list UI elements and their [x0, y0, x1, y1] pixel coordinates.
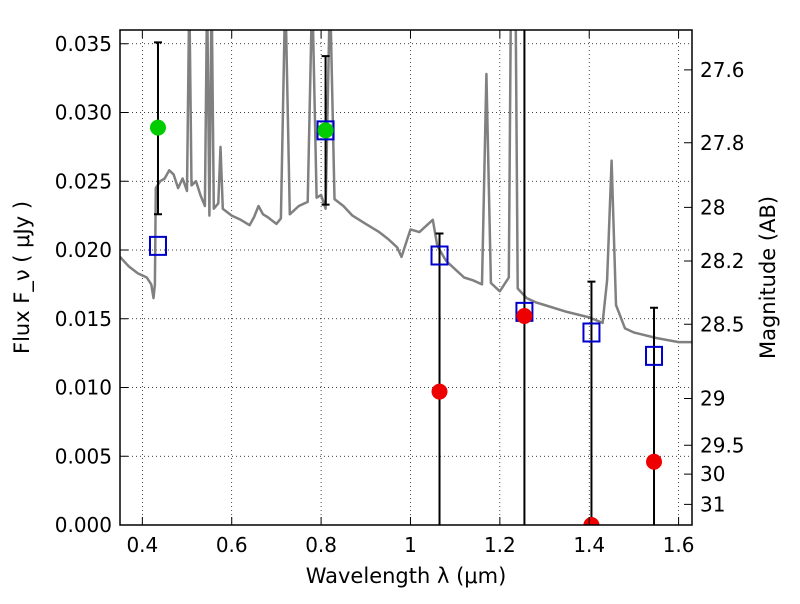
x-tick-label: 1: [404, 533, 417, 557]
y-tick-label: 0.000: [55, 513, 112, 537]
y-tick-label: 0.015: [55, 307, 112, 331]
y2-axis-title: Magnitude (AB): [756, 196, 780, 359]
x-tick-label: 1.4: [573, 533, 605, 557]
low-sn-point: [431, 383, 448, 400]
low-sn-point: [583, 517, 600, 525]
x-tick-label: 1.6: [663, 533, 695, 557]
model-flux-square: [645, 345, 664, 366]
y-tick-label: 0.030: [55, 101, 112, 125]
magnitude-tick-label: 27.8: [700, 131, 745, 155]
y-tick-label: 0.035: [55, 32, 112, 56]
x-tick-label: 0.8: [305, 533, 337, 557]
x-tick-label: 1.2: [484, 533, 516, 557]
magnitude-tick-label: 30: [700, 462, 725, 486]
magnitude-tick-label: 27.6: [700, 58, 745, 82]
y-axis-title: Flux F_ν ( μJy ): [10, 201, 35, 354]
y-tick-label: 0.005: [55, 444, 112, 468]
x-axis-title: Wavelength λ (μm): [306, 564, 507, 588]
magnitude-tick-label: 28: [700, 195, 725, 219]
plot-frame: [119, 29, 693, 526]
model-flux-square: [148, 235, 167, 256]
detection-point: [149, 119, 166, 136]
detection-point: [317, 122, 334, 139]
x-tick-label: 0.6: [216, 533, 248, 557]
low-sn-point: [516, 308, 533, 324]
model-flux-square: [582, 322, 601, 343]
low-sn-point: [646, 453, 663, 470]
x-tick-label: 0.4: [126, 533, 158, 557]
magnitude-tick-label: 29.5: [700, 433, 745, 457]
plot-area: [120, 30, 692, 525]
axes-frame: [119, 29, 693, 526]
y-tick-label: 0.025: [55, 169, 112, 193]
magnitude-tick-label: 29: [700, 387, 725, 411]
model-flux-square: [430, 245, 449, 266]
magnitude-tick-label: 28.2: [700, 249, 745, 273]
magnitude-tick-label: 31: [700, 492, 725, 516]
template-spectrum-line: [120, 30, 692, 344]
magnitude-tick-label: 28.5: [700, 312, 745, 336]
y-tick-label: 0.020: [55, 238, 112, 262]
tick-labels: 0.4 0.6 0.8 1 1.2 1.4 1.6 0.000 0.005 0.010 0.015 0…: [55, 32, 745, 557]
y-tick-label: 0.010: [55, 376, 112, 400]
